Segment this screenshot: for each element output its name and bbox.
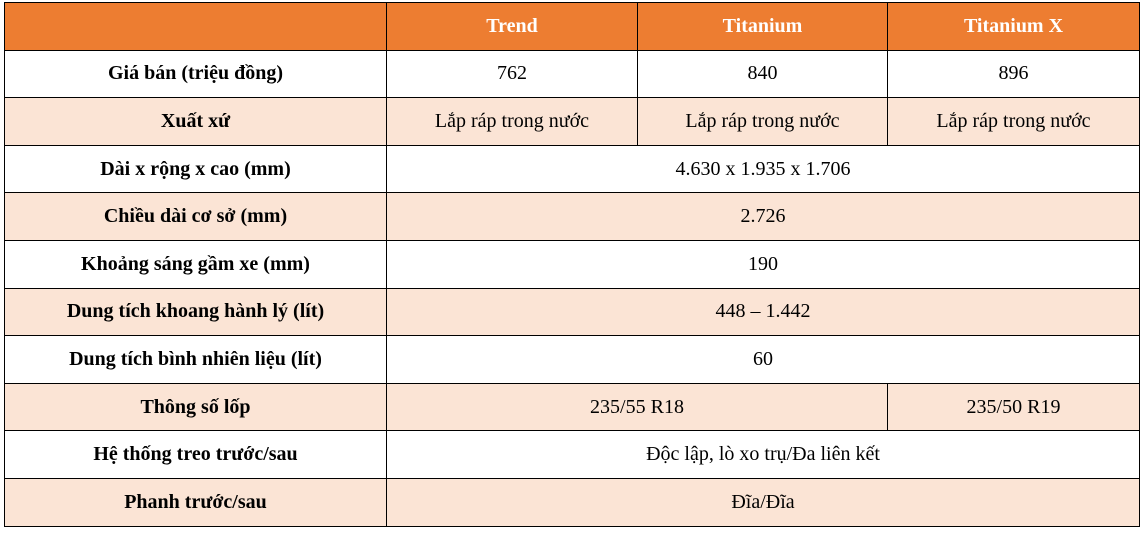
row-label: Giá bán (triệu đồng) bbox=[4, 49, 387, 99]
row-label: Phanh trước/sau bbox=[4, 477, 387, 527]
cell: Đĩa/Đĩa bbox=[386, 477, 1140, 527]
table-header: Trend Titanium Titanium X bbox=[4, 2, 1140, 51]
row-label: Khoảng sáng gầm xe (mm) bbox=[4, 239, 387, 289]
header-row: Trend Titanium Titanium X bbox=[4, 2, 1140, 51]
cell: 235/50 R19 bbox=[887, 382, 1140, 432]
header-cell: Titanium bbox=[637, 2, 888, 51]
table-body: Giá bán (triệu đồng) 762 840 896 Xuất xứ Lắp … bbox=[4, 49, 1140, 527]
table-row: Thông số lốp 235/55 R18 235/50 R19 bbox=[4, 382, 1140, 432]
table-row: Giá bán (triệu đồng) 762 840 896 bbox=[4, 49, 1140, 99]
header-corner bbox=[4, 2, 387, 51]
row-label: Dung tích bình nhiên liệu (lít) bbox=[4, 335, 387, 384]
cell: 60 bbox=[386, 335, 1140, 384]
row-label: Hệ thống treo trước/sau bbox=[4, 430, 387, 479]
cell: 4.630 x 1.935 x 1.706 bbox=[386, 144, 1140, 194]
cell: 840 bbox=[637, 49, 888, 99]
cell: 762 bbox=[386, 49, 638, 99]
spec-table: Trend Titanium Titanium X Giá bán (triệu đ… bbox=[4, 2, 1140, 527]
cell: Lắp ráp trong nước bbox=[887, 97, 1140, 146]
header-cell: Titanium X bbox=[887, 2, 1140, 51]
header-cell: Trend bbox=[386, 2, 638, 51]
table-row: Chiều dài cơ sở (mm) 2.726 bbox=[4, 192, 1140, 241]
cell: 2.726 bbox=[386, 192, 1140, 241]
row-label: Dung tích khoang hành lý (lít) bbox=[4, 287, 387, 337]
cell: 190 bbox=[386, 239, 1140, 289]
table-row: Dung tích bình nhiên liệu (lít) 60 bbox=[4, 335, 1140, 384]
cell: Lắp ráp trong nước bbox=[386, 97, 638, 146]
table-row: Xuất xứ Lắp ráp trong nước Lắp ráp trong n… bbox=[4, 97, 1140, 146]
row-label: Xuất xứ bbox=[4, 97, 387, 146]
cell: 235/55 R18 bbox=[386, 382, 888, 432]
table-row: Dung tích khoang hành lý (lít) 448 – 1.44… bbox=[4, 287, 1140, 337]
table-row: Hệ thống treo trước/sau Độc lập, lò xo tr… bbox=[4, 430, 1140, 479]
row-label: Chiều dài cơ sở (mm) bbox=[4, 192, 387, 241]
cell: 448 – 1.442 bbox=[386, 287, 1140, 337]
cell: Độc lập, lò xo trụ/Đa liên kết bbox=[386, 430, 1140, 479]
cell: Lắp ráp trong nước bbox=[637, 97, 888, 146]
table-row: Khoảng sáng gầm xe (mm) 190 bbox=[4, 239, 1140, 289]
cell: 896 bbox=[887, 49, 1140, 99]
table-row: Dài x rộng x cao (mm) 4.630 x 1.935 x 1.7… bbox=[4, 144, 1140, 194]
row-label: Thông số lốp bbox=[4, 382, 387, 432]
row-label: Dài x rộng x cao (mm) bbox=[4, 144, 387, 194]
table-row: Phanh trước/sau Đĩa/Đĩa bbox=[4, 477, 1140, 527]
